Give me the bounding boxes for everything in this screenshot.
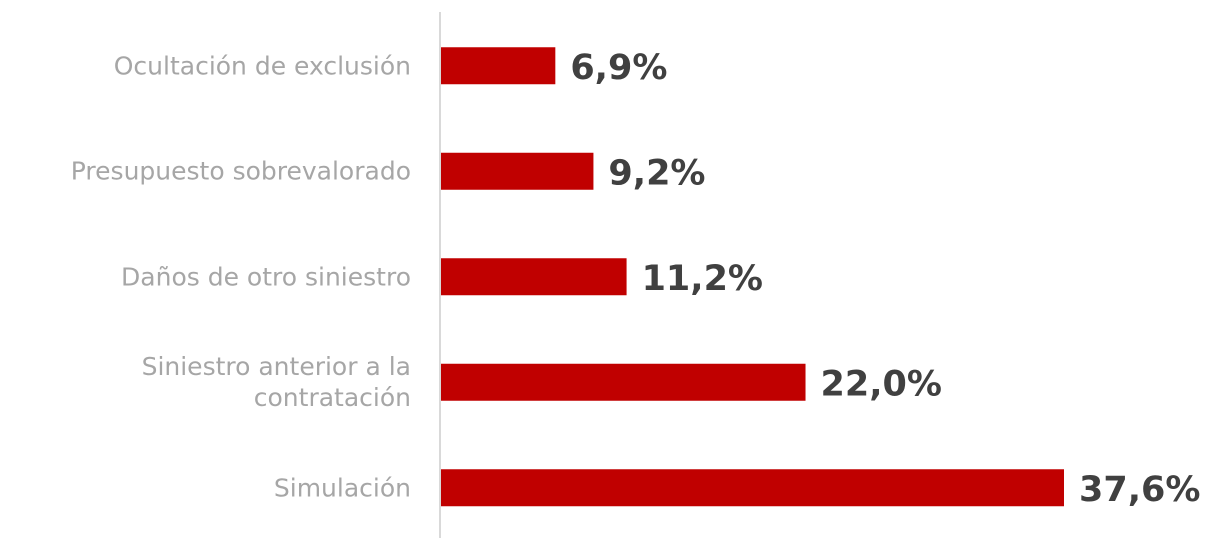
category-label: Daños de otro siniestro [121, 262, 411, 292]
category-label: Simulación [273, 473, 411, 503]
value-label: 11,2% [642, 259, 763, 299]
bar [441, 363, 806, 401]
bar [441, 152, 594, 190]
category-label: Siniestro anterior a la contratación [141, 352, 411, 413]
category-label: Ocultación de exclusión [113, 51, 411, 81]
value-label: 6,9% [570, 48, 667, 88]
category-label: Presupuesto sobrevalorado [70, 156, 411, 186]
value-label: 22,0% [821, 364, 942, 404]
bar [441, 47, 556, 85]
value-label: 37,6% [1079, 470, 1200, 510]
bar [441, 258, 627, 296]
value-label: 9,2% [608, 153, 705, 193]
bar [441, 469, 1064, 507]
